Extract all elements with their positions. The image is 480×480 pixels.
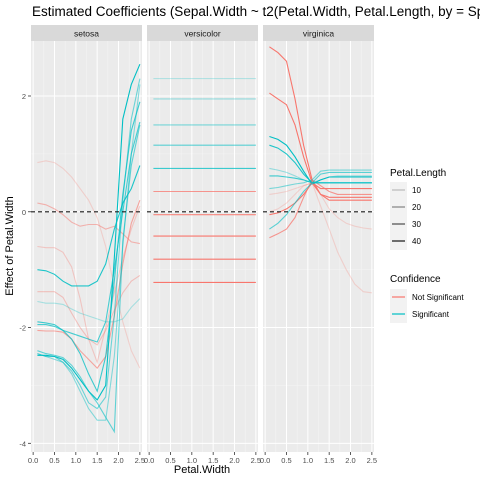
x-tick-label: 1.5 [92,456,102,465]
y-tick-label: -4 [19,439,26,448]
legend-label: Significant [412,310,450,319]
x-tick-label: 0.0 [28,456,38,465]
series-line-setosa-10 [37,101,141,393]
strip-label-virginica: virginica [303,29,334,39]
x-tick-label: 0.5 [281,456,291,465]
lines-versicolor [153,78,256,283]
panel-versicolor: versicolor 0.0 0.5 1.0 1.5 2.0 2.5 [144,25,261,465]
x-tick-label: 0.5 [49,456,59,465]
series-line-setosa-12 [37,63,141,401]
series-line-virginica-11 [269,167,372,184]
x-ticks-versicolor: 0.0 0.5 1.0 1.5 2.0 2.5 [144,452,261,465]
x-tick-label: 2.5 [135,456,145,465]
x-ticks-virginica: 0.0 0.5 1.0 1.5 2.0 2.5 [260,452,377,465]
y-axis-label: Effect of Petal.Width [4,196,16,295]
series-line-virginica-10 [269,182,372,230]
panel-setosa: setosa 0.0 0.5 1.0 1.5 2.0 2.5 [28,25,145,465]
legend-label: 30 [412,220,421,229]
series-line-virginica-3 [269,181,372,216]
y-tick-label: -2 [19,324,26,333]
x-tick-label: 1.0 [187,456,197,465]
grid-versicolor [147,41,258,452]
strip-label-setosa: setosa [74,29,99,39]
series-line-virginica-8 [269,169,372,190]
x-tick-label: 2.0 [229,456,239,465]
series-line-virginica-2 [269,179,372,239]
legend-confidence-title: Confidence [390,274,441,285]
y-tick-label: 2 [22,92,26,101]
x-tick-label: 2.0 [113,456,123,465]
series-line-setosa-11 [37,165,141,287]
legend-label: 10 [412,186,421,195]
legend-petal-length: Petal.Length 10 20 30 40 [390,168,446,250]
x-tick-label: 2.5 [251,456,261,465]
y-tick-label: 0 [22,208,26,217]
x-tick-label: 1.5 [208,456,218,465]
strip-setosa [31,25,142,41]
x-tick-label: 0.5 [165,456,175,465]
legend-petal-length-title: Petal.Length [390,168,446,179]
grid-setosa [31,41,142,452]
x-tick-label: 1.5 [324,456,334,465]
legend-confidence: Confidence Not Significant Significant [390,274,464,323]
grid-virginica [263,41,374,452]
series-line-setosa-4 [37,200,141,369]
chart-title: Estimated Coefficients (Sepal.Width ~ t2… [32,4,480,19]
legend-petal-length-entries: 10 20 30 40 [390,182,421,250]
lines-setosa [37,63,141,434]
legend-label: 40 [412,237,421,246]
x-tick-label: 2.0 [345,456,355,465]
x-axis-label: Petal.Width [174,464,230,476]
series-line-virginica-6 [269,175,372,184]
x-tick-label: 0.0 [144,456,154,465]
y-axis-ticks: -4 -2 0 2 [19,92,31,448]
x-tick-label: 0.0 [260,456,270,465]
strip-virginica [263,25,374,41]
legend-key-bg [390,182,407,199]
legend-label: Not Significant [412,293,464,302]
panel-virginica: virginica 0.0 0.5 1.0 1.5 2.0 2.5 [260,25,377,465]
series-line-setosa-3 [37,202,141,245]
legend-label: 20 [412,203,421,212]
strip-label-versicolor: versicolor [184,29,221,39]
series-line-setosa-5 [37,298,141,323]
series-line-virginica-4 [269,135,372,185]
x-tick-label: 1.0 [71,456,81,465]
strip-versicolor [147,25,258,41]
lines-virginica [269,46,372,294]
series-line-virginica-9 [269,182,372,294]
x-tick-label: 1.0 [303,456,313,465]
series-line-virginica-7 [269,171,372,230]
x-tick-label: 2.5 [367,456,377,465]
series-line-virginica-1 [269,92,372,190]
series-line-setosa-0 [37,160,141,369]
x-ticks-setosa: 0.0 0.5 1.0 1.5 2.0 2.5 [28,452,145,465]
legend-confidence-entries: Not Significant Significant [390,289,464,323]
